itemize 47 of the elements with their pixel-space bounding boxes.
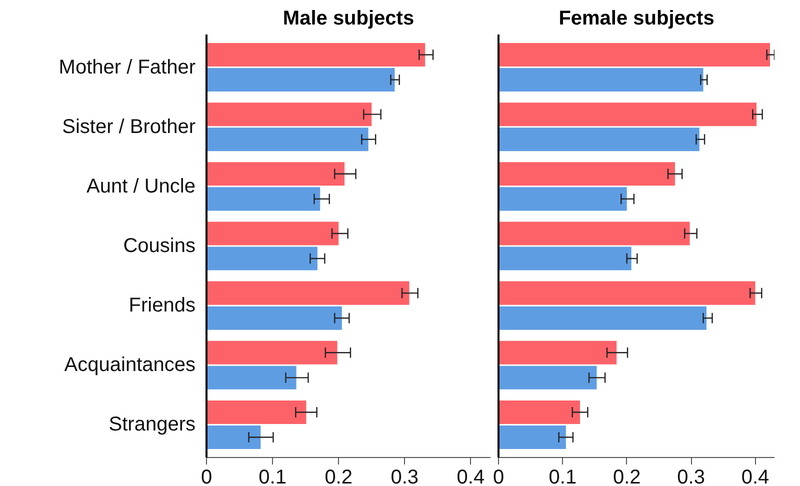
x-tick-label: 0.3 [677, 466, 705, 486]
bar [206, 102, 372, 126]
bar [206, 281, 410, 305]
bar [498, 128, 700, 152]
bar [498, 306, 706, 330]
bar [498, 425, 566, 450]
x-tick-label: 0 [492, 466, 504, 486]
bar [206, 340, 338, 364]
bar [206, 128, 368, 152]
bar [498, 340, 617, 364]
chart-title: Male subjects [282, 8, 414, 30]
bar [206, 425, 261, 450]
x-tick-label: 0.1 [548, 466, 577, 486]
bar [206, 187, 320, 211]
x-tick-label: 0.2 [324, 466, 353, 486]
bar [498, 162, 676, 186]
bar [498, 366, 597, 390]
bar [206, 42, 426, 67]
x-tick-label: 0.2 [612, 466, 641, 486]
x-tick-label: 0.1 [258, 466, 286, 486]
chart-title: Female subjects [558, 8, 714, 30]
bar [498, 42, 770, 67]
y-tick-label: Mother / Father [58, 56, 196, 78]
bar [206, 222, 339, 246]
bar [206, 68, 395, 92]
x-tick-label: 0 [200, 466, 212, 486]
bar [498, 68, 704, 92]
bar [498, 281, 756, 305]
x-tick-label: 0.4 [741, 466, 770, 486]
bar [206, 162, 345, 186]
y-tick-label: Sister / Brother [62, 116, 196, 138]
bar [206, 366, 296, 390]
bar [498, 246, 632, 270]
y-tick-label: Aunt / Uncle [86, 175, 196, 198]
bar [498, 187, 627, 211]
bar [206, 306, 342, 330]
bar [498, 400, 580, 424]
bar [206, 400, 306, 424]
y-tick-label: Strangers [108, 414, 196, 436]
x-tick-label: 0.3 [390, 466, 419, 486]
y-tick-label: Friends [128, 294, 196, 317]
bar [498, 222, 690, 246]
y-tick-label: Cousins [123, 235, 196, 257]
bar [206, 246, 318, 270]
x-tick-label: 0.4 [456, 466, 485, 486]
bar [498, 102, 757, 126]
y-tick-label: Acquaintances [64, 354, 196, 376]
